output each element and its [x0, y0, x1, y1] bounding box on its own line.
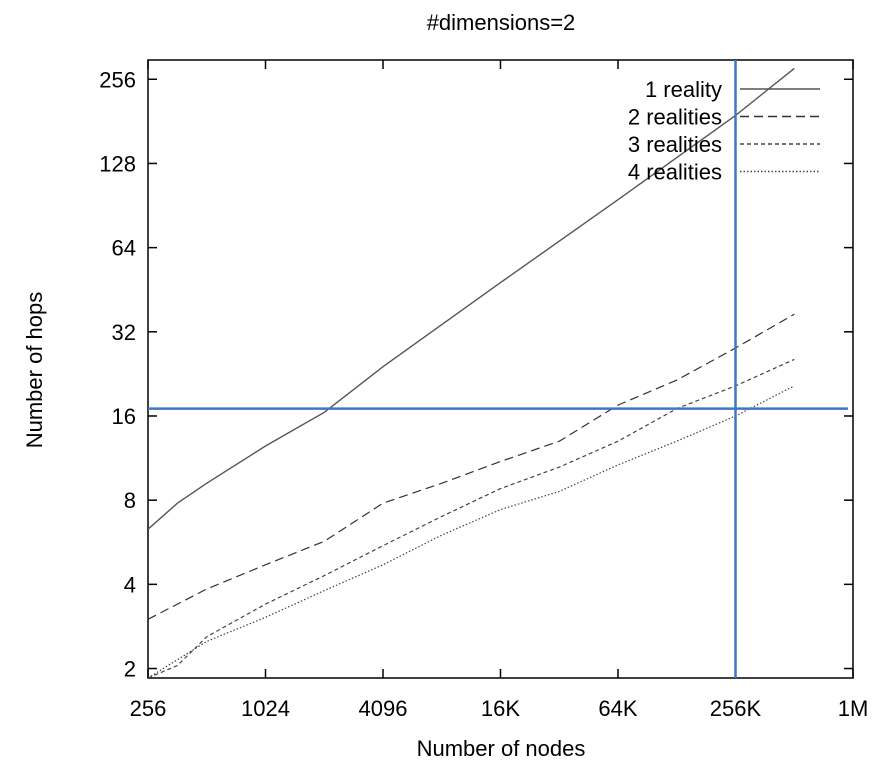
x-tick-label: 1024 — [241, 696, 290, 721]
chart-title: #dimensions=2 — [427, 10, 576, 35]
x-tick-label: 4096 — [359, 696, 408, 721]
series-line-4 — [148, 385, 795, 678]
x-axis-label: Number of nodes — [417, 736, 586, 761]
x-tick-label: 64K — [598, 696, 637, 721]
x-tick-label: 1M — [838, 696, 869, 721]
y-tick-label: 64 — [112, 236, 136, 261]
y-tick-label: 2 — [124, 657, 136, 682]
legend-label-4: 4 realities — [628, 160, 722, 185]
plot-area — [147, 59, 854, 679]
series-line-3 — [148, 358, 795, 678]
y-tick-label: 32 — [112, 320, 136, 345]
axis-ticks: 256 1024 4096 16K 64K 256K 1M 2 4 8 16 32 64 128 256 — [99, 60, 868, 721]
x-tick-label: 256 — [130, 696, 167, 721]
y-axis-label: Number of hops — [22, 292, 47, 449]
x-tick-label: 16K — [481, 696, 520, 721]
y-tick-label: 4 — [124, 572, 136, 597]
y-tick-label: 8 — [124, 488, 136, 513]
x-tick-label: 256K — [710, 696, 762, 721]
reference-lines — [148, 60, 848, 678]
y-tick-label: 128 — [99, 151, 136, 176]
legend-label-1: 1 reality — [645, 77, 722, 102]
plot-frame — [147, 59, 854, 679]
series-line-2 — [148, 313, 795, 620]
legend-label-3: 3 realities — [628, 132, 722, 157]
y-tick-label: 256 — [99, 67, 136, 92]
y-tick-label: 16 — [112, 404, 136, 429]
legend-label-2: 2 realities — [628, 105, 722, 130]
series-line-1 — [148, 67, 795, 530]
